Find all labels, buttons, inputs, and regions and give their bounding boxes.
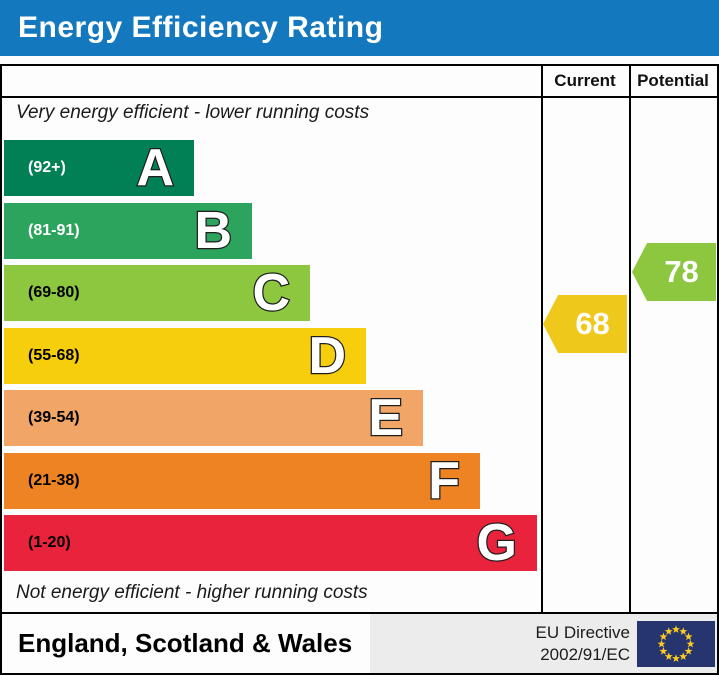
footer: England, Scotland & Wales EU Directive 2… bbox=[2, 614, 717, 673]
potential-column-divider bbox=[629, 66, 631, 612]
band-letter-g: G bbox=[475, 514, 518, 572]
potential-rating-arrow: 78 bbox=[632, 243, 716, 301]
band-row-d: (55-68) D bbox=[4, 328, 366, 384]
band-range-d: (55-68) bbox=[28, 347, 80, 364]
potential-rating-value: 78 bbox=[664, 254, 699, 289]
band-letter-e: E bbox=[367, 389, 404, 447]
potential-column-header: Potential bbox=[637, 71, 709, 90]
band-letter-d: D bbox=[307, 327, 347, 385]
chart-frame bbox=[0, 64, 719, 675]
current-rating-value: 68 bbox=[575, 306, 610, 341]
band-range-f: (21-38) bbox=[28, 472, 80, 489]
band-range-b: (81-91) bbox=[28, 222, 80, 239]
band-row-f: (21-38) F bbox=[4, 453, 480, 509]
band-letter-b: B bbox=[193, 202, 233, 260]
band-letter-f: F bbox=[427, 452, 461, 510]
eu-flag-icon bbox=[637, 621, 715, 667]
band-range-c: (69-80) bbox=[28, 284, 80, 301]
caption-very-efficient: Very energy efficient - lower running co… bbox=[16, 102, 370, 123]
band-row-c: (69-80) C bbox=[4, 265, 310, 321]
band-row-e: (39-54) E bbox=[4, 390, 423, 446]
current-column-header: Current bbox=[554, 71, 616, 90]
band-letter-c: C bbox=[251, 264, 291, 322]
band-range-e: (39-54) bbox=[28, 409, 80, 426]
eu-directive-line2: 2002/91/EC bbox=[540, 645, 630, 664]
eu-directive-label: EU Directive 2002/91/EC bbox=[497, 622, 630, 666]
footer-divider-line bbox=[2, 612, 717, 614]
band-row-b: (81-91) B bbox=[4, 203, 252, 259]
header-divider-line bbox=[2, 96, 717, 98]
caption-not-efficient: Not energy efficient - higher running co… bbox=[16, 582, 368, 603]
band-row-a: (92+) A bbox=[4, 140, 194, 196]
page-title: Energy Efficiency Rating bbox=[18, 11, 384, 44]
current-rating-arrow: 68 bbox=[543, 295, 627, 353]
region-label: England, Scotland & Wales bbox=[18, 628, 353, 658]
eu-directive-line1: EU Directive bbox=[535, 623, 630, 642]
band-range-g: (1-20) bbox=[28, 534, 71, 551]
band-letter-a: A bbox=[135, 139, 175, 197]
band-row-g: (1-20) G bbox=[4, 515, 537, 571]
title-bar: Energy Efficiency Rating bbox=[0, 0, 719, 56]
band-range-a: (92+) bbox=[28, 159, 66, 176]
current-column-divider bbox=[541, 66, 543, 612]
